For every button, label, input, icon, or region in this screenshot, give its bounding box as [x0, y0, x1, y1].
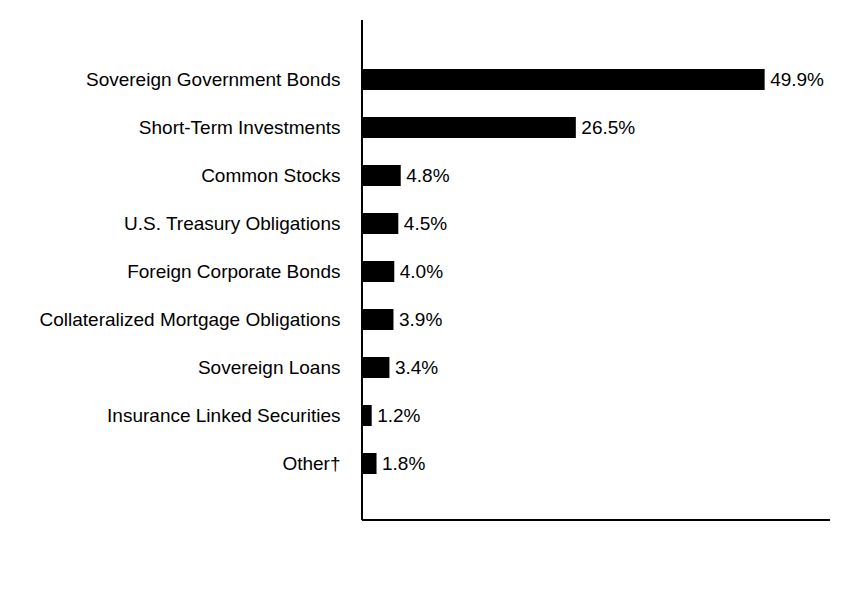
svg-text:4.0%: 4.0% — [400, 261, 443, 282]
svg-text:26.5%: 26.5% — [581, 117, 635, 138]
svg-text:1.2%: 1.2% — [377, 405, 420, 426]
svg-text:Common Stocks: Common Stocks — [201, 165, 340, 186]
svg-text:U.S. Treasury Obligations: U.S. Treasury Obligations — [124, 213, 340, 234]
svg-text:Collateralized Mortgage Obliga: Collateralized Mortgage Obligations — [40, 309, 341, 330]
svg-text:Other†: Other† — [282, 453, 340, 474]
svg-text:Short-Term Investments: Short-Term Investments — [139, 117, 341, 138]
svg-text:4.8%: 4.8% — [406, 165, 449, 186]
svg-text:Insurance Linked Securities: Insurance Linked Securities — [107, 405, 340, 426]
svg-text:Sovereign Loans: Sovereign Loans — [198, 357, 341, 378]
svg-text:3.4%: 3.4% — [395, 357, 438, 378]
svg-text:Sovereign Government Bonds: Sovereign Government Bonds — [86, 69, 341, 90]
svg-text:4.5%: 4.5% — [404, 213, 447, 234]
svg-text:1.8%: 1.8% — [382, 453, 425, 474]
svg-text:49.9%: 49.9% — [770, 69, 824, 90]
svg-text:Foreign Corporate Bonds: Foreign Corporate Bonds — [127, 261, 340, 282]
svg-text:3.9%: 3.9% — [399, 309, 442, 330]
